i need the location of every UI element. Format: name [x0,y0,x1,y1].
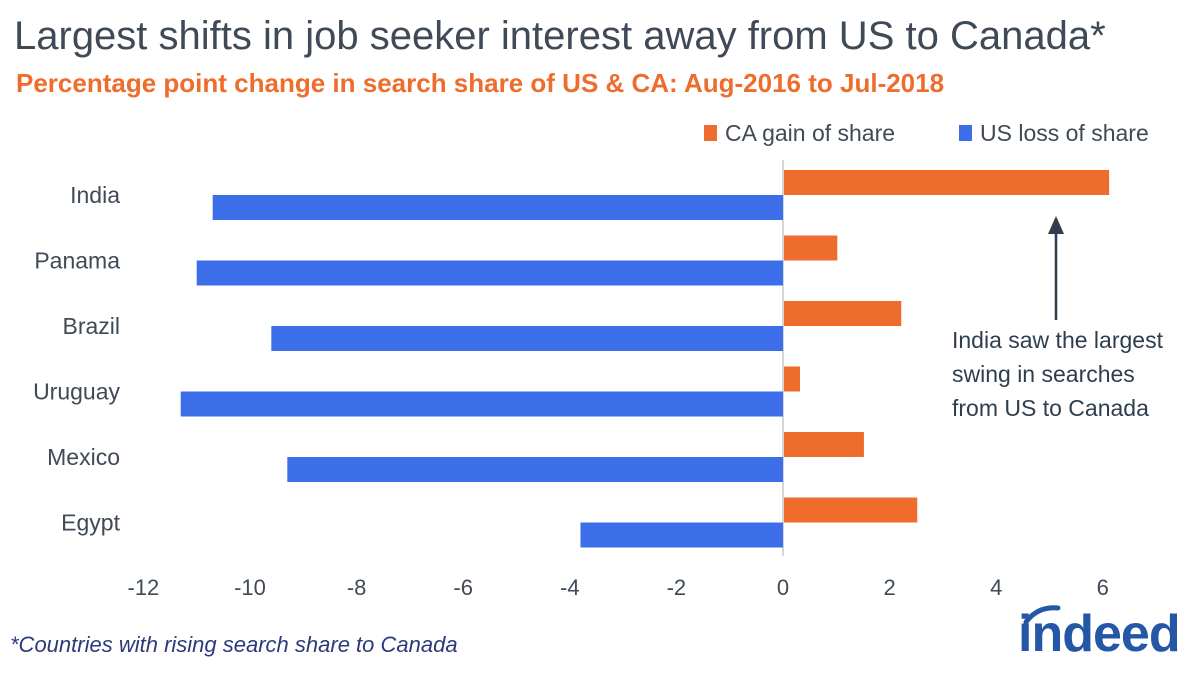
x-tick-label: -8 [347,575,367,600]
x-tick-label: -6 [453,575,473,600]
x-tick-label: -4 [560,575,580,600]
footnote: *Countries with rising search share to C… [10,632,458,657]
x-tick-label: -2 [667,575,687,600]
legend-label-us: US loss of share [980,120,1149,146]
x-tick-label: -12 [128,575,160,600]
annotation-arrow-head [1048,216,1064,234]
bar-us-egypt [580,522,783,548]
legend-swatch-us [959,125,972,141]
x-tick-label: 4 [990,575,1002,600]
x-tick-label: -10 [234,575,266,600]
bar-ca-brazil [784,301,902,326]
bar-ca-mexico [784,432,864,457]
legend-label-ca: CA gain of share [725,120,895,146]
bar-ca-egypt [784,497,918,523]
bar-us-panama [196,260,783,286]
legend-swatch-ca [704,125,717,141]
bar-us-mexico [287,457,783,482]
annotation-text-line: swing in searches [952,361,1135,387]
category-label-egypt: Egypt [61,510,120,536]
bar-ca-uruguay [784,366,800,392]
x-tick-label: 6 [1097,575,1109,600]
bar-us-brazil [271,326,783,351]
indeed-logo-arc-icon [1023,605,1061,624]
category-label-india: India [70,182,120,208]
bar-ca-panama [784,235,838,261]
bar-us-india [212,195,783,220]
indeed-logo: indeed [1018,605,1181,663]
x-tick-label: 2 [883,575,895,600]
category-label-mexico: Mexico [47,444,120,470]
bar-ca-india [784,170,1110,195]
chart-subtitle: Percentage point change in search share … [16,68,945,98]
category-label-uruguay: Uruguay [33,379,120,405]
category-label-panama: Panama [34,248,120,274]
chart-title: Largest shifts in job seeker interest aw… [14,14,1106,58]
bar-us-uruguay [180,391,783,417]
x-tick-label: 0 [777,575,789,600]
annotation-text-line: from US to Canada [952,395,1149,421]
annotation-text-line: India saw the largest [952,327,1164,353]
category-label-brazil: Brazil [62,313,120,339]
